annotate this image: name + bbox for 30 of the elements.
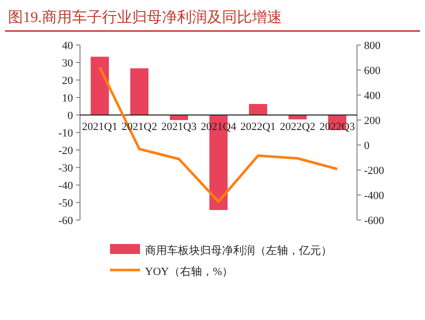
y2-tick-label: 600 xyxy=(364,65,381,77)
xtick: 2022Q1 xyxy=(240,121,276,133)
y-tick-label: 20 xyxy=(62,75,74,87)
y-tick-label: -50 xyxy=(58,198,74,210)
xtick: 2022Q2 xyxy=(280,121,316,133)
y2-tick-label: -200 xyxy=(364,165,385,177)
y-tick-label: -40 xyxy=(58,180,74,192)
legend-label: 商用车板块归母净利润（左轴，亿元） xyxy=(145,244,332,257)
y2-tick-label: 200 xyxy=(364,115,381,127)
xtick: 2021Q1 xyxy=(82,121,118,133)
y-tick-label: 40 xyxy=(62,40,74,52)
y2-tick-label: 0 xyxy=(364,140,370,152)
xtick: 2021Q3 xyxy=(161,121,197,133)
y2-tick-label: 400 xyxy=(364,90,381,102)
legend-label: YOY（右轴，%） xyxy=(145,265,233,278)
bar xyxy=(90,56,109,115)
y2-tick-label: -600 xyxy=(364,215,385,227)
y-tick-label: -10 xyxy=(58,128,74,140)
bar xyxy=(248,104,268,115)
y-tick-label: 0 xyxy=(68,110,74,122)
y-tick-label: -60 xyxy=(58,215,74,227)
y-tick-label: -20 xyxy=(58,145,74,157)
bar xyxy=(288,115,307,120)
title: 图19.商用车子行业归母净利润及同比增速 xyxy=(8,10,282,26)
bar xyxy=(130,68,148,115)
y2-tick-label: 800 xyxy=(364,40,381,52)
y-tick-label: 30 xyxy=(62,58,74,70)
y-tick-label: 10 xyxy=(62,92,74,104)
y2-tick-label: -400 xyxy=(364,190,385,202)
y-tick-label: -30 xyxy=(58,162,74,174)
